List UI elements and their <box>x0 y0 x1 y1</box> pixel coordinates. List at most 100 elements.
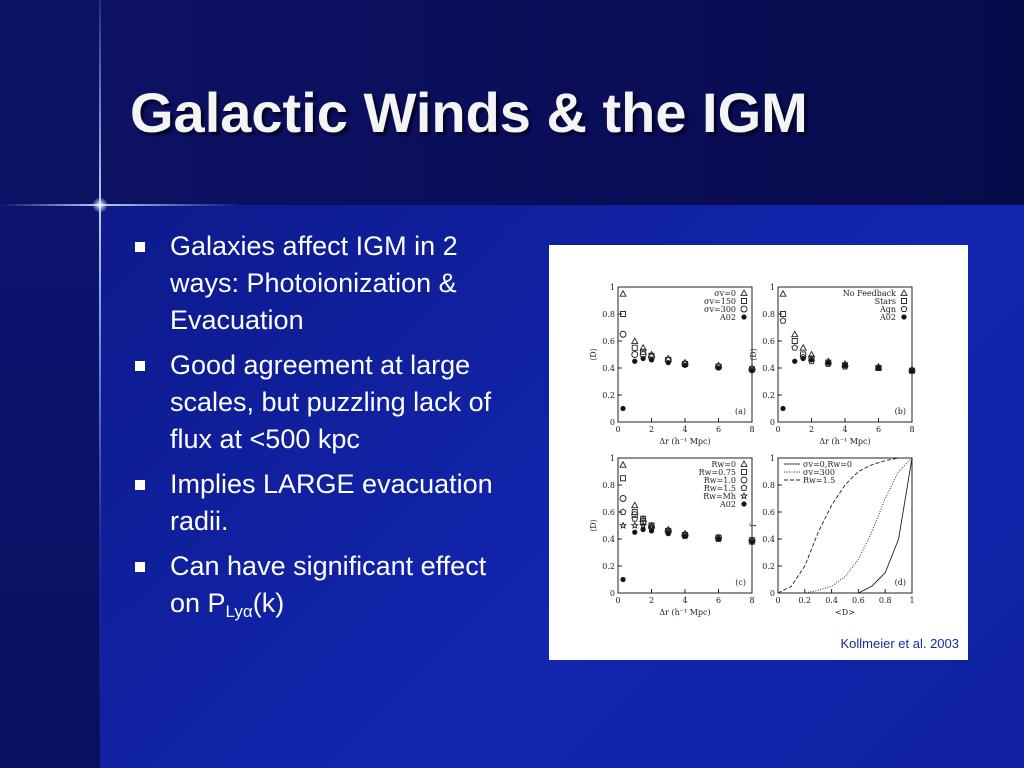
y-tick-label: 0.8 <box>602 310 615 319</box>
y-axis-label: ⟨D⟩ <box>589 519 598 532</box>
marker <box>619 289 627 297</box>
legend-swatch <box>741 501 747 507</box>
x-tick-label: 2 <box>649 425 654 434</box>
x-tick-label: 0.6 <box>852 596 865 605</box>
marker <box>631 511 639 519</box>
marker <box>715 365 722 371</box>
x-tick-label: 4 <box>682 596 687 605</box>
legend-label: Stars <box>875 297 896 306</box>
y-tick-label: 0.6 <box>602 337 615 346</box>
marker <box>799 343 807 351</box>
bullet-list: Galaxies affect IGM in 2 ways: Photoioni… <box>135 228 515 630</box>
x-axis-label: Δr (h⁻¹ Mpc) <box>819 437 870 446</box>
x-tick-label: 0.8 <box>879 596 892 605</box>
data-line <box>778 457 913 594</box>
legend-swatch <box>741 314 747 320</box>
x-axis-label: <D> <box>835 608 855 617</box>
bullet-text: Good agreement at large scales, but puzz… <box>170 350 492 454</box>
panel-label: (a) <box>735 407 746 416</box>
y-tick-label: 0 <box>770 418 775 427</box>
subscript: Lyα <box>225 602 253 621</box>
marker <box>682 362 688 368</box>
marker <box>631 351 639 358</box>
legend-swatch <box>900 289 908 296</box>
marker <box>875 365 882 371</box>
panel-label: (c) <box>735 578 746 587</box>
legend-swatch <box>740 491 748 500</box>
legend-swatch <box>740 484 748 491</box>
y-tick-label: 0.2 <box>762 562 775 571</box>
x-tick-label: 0 <box>775 596 780 605</box>
marker <box>807 350 816 358</box>
legend-label: σv=300 <box>803 468 835 477</box>
bullet: Implies LARGE evacuation radii. <box>135 466 515 540</box>
legend-swatch <box>740 305 748 313</box>
marker <box>665 359 671 366</box>
legend-label: A02 <box>719 313 736 322</box>
marker <box>639 521 648 529</box>
marker <box>640 526 646 533</box>
marker <box>619 495 627 502</box>
y-tick-label: 0.4 <box>762 535 775 544</box>
marker <box>780 310 787 317</box>
marker <box>632 358 638 364</box>
legend-label: σv=0 <box>714 289 736 298</box>
x-tick-label: 6 <box>716 596 721 605</box>
marker <box>630 501 639 509</box>
marker <box>631 509 638 516</box>
legend-swatch <box>740 468 747 475</box>
legend-swatch <box>901 298 908 305</box>
header-background <box>0 0 1024 205</box>
y-tick-label: 0.6 <box>602 508 615 517</box>
marker <box>842 362 848 368</box>
x-tick-label: 8 <box>749 596 754 605</box>
marker <box>639 343 647 351</box>
marker <box>909 368 915 374</box>
marker <box>619 508 627 515</box>
marker <box>631 344 638 351</box>
y-tick-label: 0 <box>770 589 775 598</box>
marker <box>790 330 799 338</box>
y-axis-label: ⟨D⟩ <box>589 348 598 361</box>
legend-swatch <box>740 476 748 484</box>
marker <box>630 337 639 344</box>
x-tick-label: 2 <box>809 425 814 434</box>
marker <box>779 289 787 297</box>
marker <box>825 359 831 366</box>
marker <box>640 515 647 522</box>
marker <box>715 536 722 542</box>
sparkle <box>92 197 108 213</box>
marker <box>648 528 655 534</box>
y-tick-label: 0 <box>610 589 615 598</box>
y-tick-label: 0.4 <box>602 535 615 544</box>
marker <box>630 521 639 529</box>
legend-label: Rw=1.5 <box>704 484 736 493</box>
data-line <box>778 457 913 594</box>
y-tick-label: 0 <box>610 418 615 427</box>
bullet: Can have significant effect on PLyα(k) <box>135 548 515 622</box>
marker <box>791 337 798 344</box>
y-tick-label: 0.4 <box>762 364 775 373</box>
marker <box>619 521 627 529</box>
panel-label: (d) <box>895 578 906 587</box>
marker <box>749 368 755 374</box>
marker <box>800 355 806 362</box>
data-line <box>777 457 912 594</box>
bullet-text: Can have significant effect on P <box>170 551 487 618</box>
legend-label: Rw=Mh <box>703 492 736 501</box>
x-tick-label: 0 <box>615 425 620 434</box>
y-tick-label: 1 <box>770 454 775 463</box>
y-tick-label: 0.6 <box>762 508 775 517</box>
y-tick-label: 0.2 <box>602 391 615 400</box>
marker <box>632 529 638 535</box>
x-tick-label: 6 <box>876 425 881 434</box>
y-axis-label: ⟨D⟩ <box>749 348 758 361</box>
marker <box>779 317 787 324</box>
x-tick-label: 8 <box>749 425 754 434</box>
y-tick-label: 1 <box>610 283 615 292</box>
legend-swatch <box>901 314 907 320</box>
x-axis-label: Δr (h⁻¹ Mpc) <box>659 608 710 617</box>
x-axis-label: Δr (h⁻¹ Mpc) <box>659 437 710 446</box>
marker <box>619 330 627 338</box>
